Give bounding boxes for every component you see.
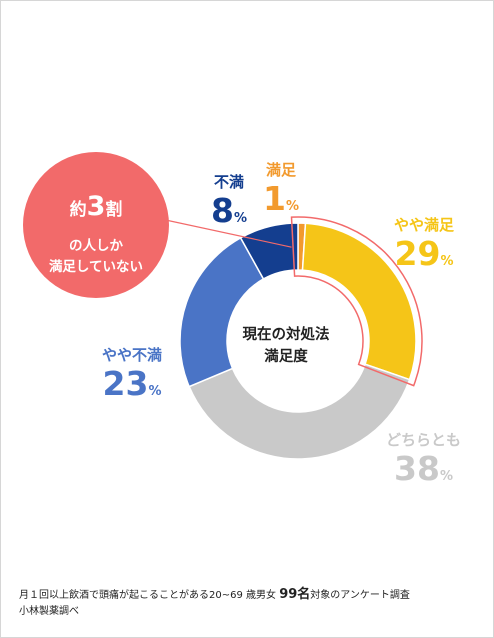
label-dissatisfied-unit: % [233, 211, 247, 226]
footnote-line-1: 月１回以上飲酒で頭痛が起こることがある20~69 歳男女 99名対象のアンケート… [19, 587, 479, 604]
callout-line-3: 満足していない [48, 259, 144, 275]
footnote-sample-size: 99名 [279, 587, 311, 602]
label-neutral-name: どちらとも [386, 431, 462, 449]
center-title-line-2: 満足度 [264, 349, 308, 365]
label-somewhat-dissatisfied-unit: % [148, 384, 162, 399]
label-satisfied-number: 1 [263, 179, 286, 218]
slice-neutral [188, 363, 411, 460]
center-title-line-1: 現在の対処法 [242, 327, 330, 343]
label-neutral: どちらとも 38% [386, 429, 461, 485]
footnote-text-end: 対象のアンケート調査 [310, 590, 410, 601]
slice-dissatisfied [239, 222, 299, 280]
label-dissatisfied-value: 8% [211, 194, 247, 227]
label-somewhat-satisfied-number: 29 [394, 234, 441, 273]
label-somewhat-dissatisfied-value: 23% [102, 367, 162, 400]
label-satisfied-unit: % [285, 199, 299, 214]
source-footnote: 月１回以上飲酒で頭痛が起こることがある20~69 歳男女 99名対象のアンケート… [19, 587, 479, 620]
label-satisfied: 満足 1% [263, 159, 299, 215]
slice-somewhat-dissatisfied [179, 236, 265, 388]
label-dissatisfied-name: 不満 [213, 173, 244, 191]
callout-suffix: 割 [105, 200, 123, 220]
callout-line-2: の人しか [69, 238, 123, 254]
label-somewhat-dissatisfied-name: やや不満 [102, 346, 163, 364]
label-neutral-unit: % [439, 469, 453, 484]
slice-somewhat-satisfied [301, 222, 417, 381]
satisfied-highlight-outline [290, 216, 423, 387]
label-somewhat-dissatisfied-number: 23 [102, 364, 149, 403]
label-somewhat-satisfied-unit: % [440, 254, 454, 269]
callout-number: 3 [86, 191, 106, 222]
label-dissatisfied-number: 8 [211, 191, 234, 230]
label-satisfied-value: 1% [263, 182, 299, 215]
callout-headline: 約3割 [23, 191, 169, 231]
label-somewhat-satisfied-value: 29% [394, 237, 454, 270]
callout-prefix: 約 [69, 200, 87, 220]
label-neutral-number: 38 [394, 449, 440, 488]
footnote-line-2: 小林製薬調べ [19, 606, 79, 617]
label-satisfied-name: 満足 [265, 161, 296, 179]
label-neutral-value: 38% [386, 452, 461, 485]
summary-callout-bubble: 約3割 の人しか 満足していない [23, 152, 169, 298]
label-somewhat-satisfied-name: やや満足 [394, 216, 455, 234]
callout-connector-line [160, 218, 292, 248]
label-somewhat-dissatisfied: やや不満 23% [102, 344, 162, 400]
chart-center-title: 現在の対処法 満足度 [230, 324, 342, 368]
footnote-text: 月１回以上飲酒で頭痛が起こることがある20~69 歳男女 [19, 590, 280, 601]
label-somewhat-satisfied: やや満足 29% [394, 214, 454, 270]
label-dissatisfied: 不満 8% [211, 171, 247, 227]
